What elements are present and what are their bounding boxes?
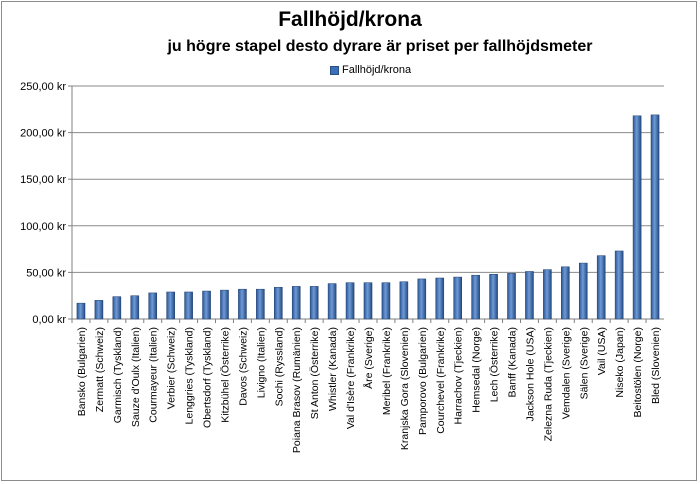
x-tick-label: Meribel (Frankrike): [381, 327, 393, 415]
y-tick-label: 100,00 kr: [20, 221, 66, 233]
bar: [345, 282, 355, 320]
bar: [220, 289, 229, 320]
x-tick-label: Banff (Kanada): [507, 327, 519, 397]
x-tick-label: Bansko (Bulgarien): [76, 327, 88, 416]
x-tick-label: Livigno (Italien): [255, 327, 267, 398]
bar: [238, 288, 247, 320]
chart-subtitle: ju högre stapel desto dyrare är priset p…: [167, 38, 593, 55]
x-tick-label: Courchevel (Frankrike): [435, 327, 447, 434]
x-tick-label: Zelezna Ruda (Tjeckien): [542, 327, 554, 441]
x-tick-label: Zermatt (Schweiz): [94, 327, 106, 412]
bar: [561, 266, 570, 320]
bar: [112, 296, 122, 320]
y-tick-labels: 0,00 kr 50,00 kr 100,00 kr 150,00 kr 200,00 …: [20, 81, 66, 326]
x-tick-label: Verbier (Schweiz): [166, 327, 178, 409]
bar: [435, 277, 445, 320]
bar: [650, 114, 660, 320]
legend-label: Fallhöjd/krona: [342, 64, 412, 76]
x-tick-label: Sochi (Ryssland): [273, 327, 285, 406]
y-tick-label: 200,00 kr: [20, 128, 66, 140]
x-tick-label: Hemsedal (Norge): [471, 327, 483, 413]
x-tick-label: Kranjska Gora (Slovenien): [399, 327, 411, 450]
bar: [291, 286, 301, 320]
x-tick-label: Garmisch (Tyskland): [112, 327, 124, 423]
bar: [632, 115, 642, 320]
x-tick-label: Niseko (Japan): [614, 327, 626, 398]
bar: [148, 292, 158, 320]
bar: [471, 274, 480, 320]
y-tick-label: 150,00 kr: [20, 174, 66, 186]
bar: [327, 283, 337, 320]
x-tick-label: Poiana Brasov (Rumänien): [291, 327, 303, 453]
bar: [507, 273, 516, 320]
x-tick-label: Bled (Slovenien): [650, 327, 662, 404]
bar: [166, 291, 175, 320]
x-tick-label: Courmayeur (Italien): [148, 327, 160, 423]
bar: [417, 278, 427, 320]
bar: [578, 262, 588, 320]
x-tick-label: St Anton (Österrike): [309, 327, 321, 419]
legend: Fallhöjd/krona: [330, 64, 411, 76]
x-tick-label: Whistler (Kanada): [327, 327, 339, 411]
x-tick-label: Vail (USA): [596, 327, 608, 375]
bar: [309, 286, 319, 320]
bar: [202, 290, 211, 320]
bar: [543, 269, 552, 320]
x-tick-label: Kitzbühel (Österrike): [219, 327, 231, 423]
bar: [596, 255, 606, 320]
bar: [184, 291, 193, 320]
bar: [130, 295, 140, 320]
x-tick-label: Lenggries (Tyskland): [184, 327, 196, 424]
x-tick-label: Davos (Schweiz): [237, 327, 249, 406]
x-tick-label: Val d'Isère (Frankrike): [345, 327, 357, 429]
x-tick-label: Obertsdorf (Tyskland): [202, 327, 214, 428]
x-tick-label: Jackson Hole (USA): [524, 327, 536, 422]
bar: [76, 302, 86, 320]
x-tick-labels: Bansko (Bulgarien) Zermatt (Schweiz) Garmi…: [76, 327, 662, 453]
y-tick-label: 250,00 kr: [20, 81, 66, 93]
bar: [274, 287, 283, 320]
bar: [381, 282, 391, 320]
x-tick-label: Sauze d'Oulx (Italien): [130, 327, 142, 427]
x-tick-label: Sälen (Sverige): [578, 327, 590, 399]
x-tick-label: Harrachov (Tjeckien): [453, 327, 465, 424]
gridlines: [72, 85, 664, 273]
x-tick-label: Lech (Österrike): [489, 327, 501, 402]
bar: [453, 276, 462, 320]
bar: [94, 300, 104, 320]
x-tick-label: Åre (Sverige): [362, 327, 375, 389]
bar: [489, 274, 498, 320]
x-tick-label: Vemdalen (Sverige): [560, 327, 572, 419]
bars: [76, 114, 660, 320]
bar: [399, 281, 409, 320]
chart-title: Fallhöjd/krona: [278, 8, 422, 31]
bar: [363, 282, 373, 320]
x-tick-label: Beitostölen (Norge): [632, 327, 644, 417]
y-tick-label: 50,00 kr: [26, 267, 66, 279]
bar: [614, 250, 624, 320]
x-tick-label: Pamporovo (Bulgarien): [417, 327, 429, 435]
bar: [256, 288, 265, 320]
bar: [525, 271, 534, 320]
legend-swatch: [330, 65, 339, 75]
y-tick-label: 0,00 kr: [32, 314, 66, 326]
